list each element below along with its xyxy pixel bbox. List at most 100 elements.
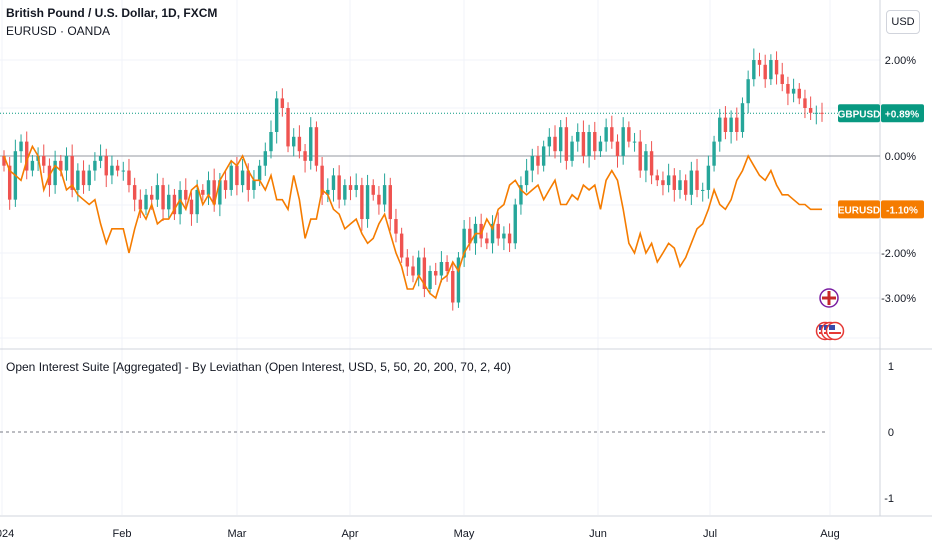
candle[interactable] xyxy=(30,160,35,171)
candle[interactable] xyxy=(683,180,688,195)
candle[interactable] xyxy=(337,175,341,200)
candle[interactable] xyxy=(547,136,552,147)
candle[interactable] xyxy=(598,141,603,152)
candle[interactable] xyxy=(138,199,143,210)
candle[interactable] xyxy=(365,185,370,220)
candle[interactable] xyxy=(388,185,392,220)
candle[interactable] xyxy=(167,194,171,210)
candle[interactable] xyxy=(269,132,273,152)
candle[interactable] xyxy=(76,170,80,190)
candle[interactable] xyxy=(189,199,194,215)
candle[interactable] xyxy=(632,141,637,143)
candle[interactable] xyxy=(479,223,483,239)
candle[interactable] xyxy=(246,170,250,190)
candle[interactable] xyxy=(172,194,177,215)
candle[interactable] xyxy=(144,194,148,210)
candle[interactable] xyxy=(729,117,733,132)
candle[interactable] xyxy=(757,60,762,65)
candle[interactable] xyxy=(735,117,739,132)
candle[interactable] xyxy=(524,170,529,186)
candle[interactable] xyxy=(98,156,103,161)
candle[interactable] xyxy=(502,233,506,239)
candle[interactable] xyxy=(81,170,86,186)
candle[interactable] xyxy=(678,180,682,190)
candle[interactable] xyxy=(439,262,444,276)
candle[interactable] xyxy=(121,170,125,172)
candle[interactable] xyxy=(752,60,756,80)
eurusd-line[interactable] xyxy=(3,144,822,300)
candle[interactable] xyxy=(297,136,302,152)
candle[interactable] xyxy=(411,266,415,276)
candle[interactable] xyxy=(235,165,239,186)
candle[interactable] xyxy=(422,257,427,290)
candle[interactable] xyxy=(286,108,290,147)
candle[interactable] xyxy=(627,127,631,142)
candle[interactable] xyxy=(541,146,546,166)
candle[interactable] xyxy=(576,132,580,142)
compare-symbol-label[interactable]: EURUSD · OANDA xyxy=(6,24,111,38)
candle[interactable] xyxy=(791,88,796,94)
candle[interactable] xyxy=(621,127,625,156)
candle[interactable] xyxy=(786,84,790,94)
candle[interactable] xyxy=(178,189,182,215)
candle[interactable] xyxy=(490,223,495,244)
candle[interactable] xyxy=(615,141,620,156)
candle[interactable] xyxy=(581,132,586,156)
candle[interactable] xyxy=(610,127,614,142)
candle[interactable] xyxy=(712,141,716,166)
candle[interactable] xyxy=(416,257,421,276)
candle[interactable] xyxy=(218,180,222,205)
candle[interactable] xyxy=(19,141,23,152)
candle[interactable] xyxy=(689,170,694,195)
currency-unit-button[interactable]: USD xyxy=(886,10,920,34)
candle[interactable] xyxy=(428,271,432,289)
candle[interactable] xyxy=(280,98,285,108)
candle[interactable] xyxy=(115,165,120,171)
candle[interactable] xyxy=(155,185,160,200)
candle[interactable] xyxy=(519,185,523,205)
candle[interactable] xyxy=(456,257,461,303)
candle[interactable] xyxy=(468,228,472,244)
candle[interactable] xyxy=(774,60,779,75)
candle[interactable] xyxy=(814,112,819,114)
candle[interactable] xyxy=(706,165,711,190)
candle[interactable] xyxy=(820,112,824,114)
candle[interactable] xyxy=(405,257,410,267)
candle[interactable] xyxy=(206,180,211,195)
candle[interactable] xyxy=(797,88,801,99)
candle[interactable] xyxy=(371,185,375,195)
candle[interactable] xyxy=(127,170,131,186)
candle[interactable] xyxy=(434,271,438,276)
candle[interactable] xyxy=(132,185,137,200)
candle[interactable] xyxy=(348,185,353,190)
candle[interactable] xyxy=(184,189,188,200)
candle[interactable] xyxy=(70,156,74,190)
candle[interactable] xyxy=(274,98,279,132)
candle[interactable] xyxy=(638,141,642,171)
candle[interactable] xyxy=(314,127,319,166)
candle[interactable] xyxy=(564,127,569,161)
candle[interactable] xyxy=(212,180,216,205)
indicator-title[interactable]: Open Interest Suite [Aggregated] - By Le… xyxy=(6,360,511,374)
candle[interactable] xyxy=(201,189,205,195)
candle[interactable] xyxy=(570,141,574,161)
candle[interactable] xyxy=(558,127,563,152)
candle[interactable] xyxy=(343,185,347,200)
candle[interactable] xyxy=(240,170,245,186)
candle[interactable] xyxy=(64,156,69,171)
candle[interactable] xyxy=(655,175,659,181)
candle[interactable] xyxy=(649,151,654,176)
candle[interactable] xyxy=(746,79,750,104)
candle[interactable] xyxy=(149,194,154,200)
candle[interactable] xyxy=(377,194,381,205)
candle[interactable] xyxy=(701,189,705,191)
candle[interactable] xyxy=(104,156,108,176)
candle[interactable] xyxy=(661,180,665,186)
candle[interactable] xyxy=(331,175,336,190)
candle[interactable] xyxy=(530,156,534,171)
candle[interactable] xyxy=(666,175,671,186)
candle[interactable] xyxy=(496,223,500,239)
candle[interactable] xyxy=(326,189,330,195)
